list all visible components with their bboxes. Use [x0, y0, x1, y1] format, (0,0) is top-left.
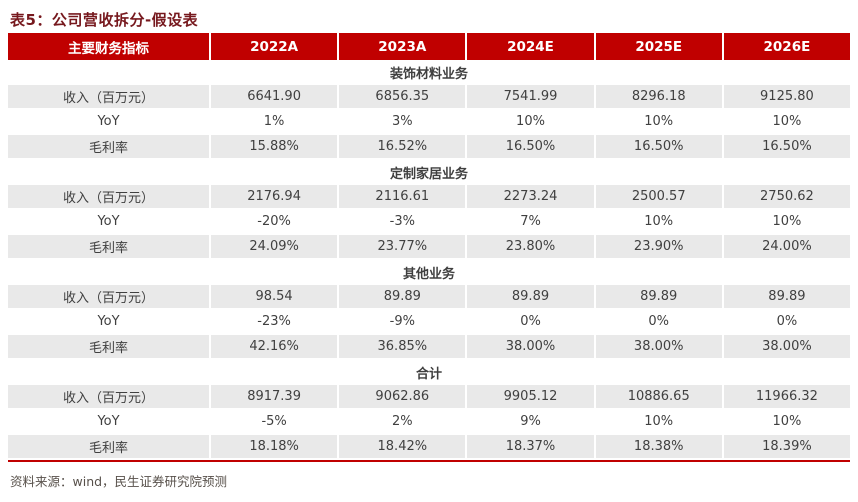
- cell: 2%: [339, 410, 468, 433]
- row-label: 毛利率: [8, 135, 211, 158]
- table-row: YoY 1% 3% 10% 10% 10%: [8, 110, 850, 135]
- cell: 15.88%: [211, 135, 340, 158]
- cell: 89.89: [339, 285, 468, 308]
- cell: 18.39%: [762, 439, 812, 454]
- column-header-2026e: 2026E: [763, 38, 811, 55]
- table-bottom-border: [8, 460, 850, 462]
- cell: 6641.90: [211, 85, 340, 108]
- table-row: 毛利率 15.88% 16.52% 16.50% 16.50% 16.50%: [8, 135, 850, 160]
- cell: 18.18%: [211, 435, 340, 458]
- cell: 10%: [596, 210, 724, 233]
- cell: 23.90%: [596, 235, 724, 258]
- cell: 0%: [596, 310, 724, 333]
- cell: 42.16%: [211, 335, 340, 358]
- cell: -9%: [339, 310, 468, 333]
- row-label: 毛利率: [8, 335, 211, 358]
- table-header-row: 主要财务指标 2022A 2023A 2024E 2025E 2026E: [8, 33, 850, 60]
- cell: 23.80%: [467, 235, 596, 258]
- row-label: YoY: [8, 410, 211, 433]
- source-note: 资料来源：wind，民生证券研究院预测: [10, 474, 228, 489]
- row-label: 收入（百万元）: [8, 85, 211, 108]
- column-header-indicator: 主要财务指标: [8, 33, 211, 60]
- row-label: 收入（百万元）: [8, 185, 211, 208]
- table-title: 表5：公司营收拆分-假设表: [10, 11, 199, 29]
- cell: 18.42%: [339, 435, 468, 458]
- cell: -20%: [211, 210, 340, 233]
- cell: 7541.99: [467, 85, 596, 108]
- cell: 0%: [467, 310, 596, 333]
- cell: 38.00%: [596, 335, 724, 358]
- cell: 3%: [339, 110, 468, 133]
- cell: 10%: [467, 110, 596, 133]
- cell: -5%: [211, 410, 340, 433]
- cell: 1%: [211, 110, 340, 133]
- cell: 18.37%: [467, 435, 596, 458]
- table-row: 收入（百万元） 6641.90 6856.35 7541.99 8296.18 …: [8, 85, 850, 110]
- row-label: 毛利率: [8, 235, 211, 258]
- cell: 10%: [772, 214, 802, 229]
- cell: 89.89: [768, 289, 806, 304]
- cell: 18.38%: [596, 435, 724, 458]
- cell: 16.50%: [762, 139, 812, 154]
- cell: 10%: [596, 410, 724, 433]
- cell: 9%: [467, 410, 596, 433]
- table-row: YoY -23% -9% 0% 0% 0%: [8, 310, 850, 335]
- cell: -3%: [339, 210, 468, 233]
- table-row: YoY -20% -3% 7% 10% 10%: [8, 210, 850, 235]
- cell: 16.50%: [467, 135, 596, 158]
- cell: 10%: [772, 114, 802, 129]
- section-header-other-business: 其他业务: [8, 260, 850, 285]
- cell: 11966.32: [755, 389, 818, 404]
- cell: 10%: [772, 414, 802, 429]
- table-row: YoY -5% 2% 9% 10% 10%: [8, 410, 850, 435]
- cell: 2176.94: [211, 185, 340, 208]
- cell: 9062.86: [339, 385, 468, 408]
- table-row: 毛利率 18.18% 18.42% 18.37% 18.38% 18.39%: [8, 435, 850, 460]
- column-header-2022a: 2022A: [211, 33, 340, 60]
- cell: 9125.80: [760, 89, 814, 104]
- cell: 2750.62: [760, 189, 814, 204]
- cell: 2116.61: [339, 185, 468, 208]
- cell: 10886.65: [596, 385, 724, 408]
- cell: 36.85%: [339, 335, 468, 358]
- cell: 16.50%: [596, 135, 724, 158]
- cell: 8917.39: [211, 385, 340, 408]
- column-header-2023a: 2023A: [339, 33, 468, 60]
- section-header-custom-home: 定制家居业务: [8, 160, 850, 185]
- cell: 10%: [596, 110, 724, 133]
- cell: 2273.24: [467, 185, 596, 208]
- section-header-total: 合计: [8, 360, 850, 385]
- table-row: 收入（百万元） 2176.94 2116.61 2273.24 2500.57 …: [8, 185, 850, 210]
- table-row: 毛利率 24.09% 23.77% 23.80% 23.90% 24.00%: [8, 235, 850, 260]
- section-header-decorative-materials: 装饰材料业务: [8, 60, 850, 85]
- cell: 7%: [467, 210, 596, 233]
- cell: 16.52%: [339, 135, 468, 158]
- table-row: 毛利率 42.16% 36.85% 38.00% 38.00% 38.00%: [8, 335, 850, 360]
- cell: 89.89: [596, 285, 724, 308]
- cell: 24.00%: [762, 239, 812, 254]
- row-label: YoY: [8, 210, 211, 233]
- column-header-2025e: 2025E: [596, 33, 724, 60]
- cell: 38.00%: [762, 339, 812, 354]
- row-label: YoY: [8, 310, 211, 333]
- table-row: 收入（百万元） 8917.39 9062.86 9905.12 10886.65…: [8, 385, 850, 410]
- column-header-2024e: 2024E: [467, 33, 596, 60]
- table-row: 收入（百万元） 98.54 89.89 89.89 89.89 89.89: [8, 285, 850, 310]
- cell: 0%: [776, 314, 798, 329]
- cell: 89.89: [467, 285, 596, 308]
- cell: 98.54: [211, 285, 340, 308]
- row-label: 收入（百万元）: [8, 285, 211, 308]
- cell: 38.00%: [467, 335, 596, 358]
- cell: 6856.35: [339, 85, 468, 108]
- row-label: 毛利率: [8, 435, 211, 458]
- cell: 24.09%: [211, 235, 340, 258]
- cell: -23%: [211, 310, 340, 333]
- assumptions-table: 主要财务指标 2022A 2023A 2024E 2025E 2026E 装饰材…: [8, 33, 850, 462]
- cell: 8296.18: [596, 85, 724, 108]
- cell: 23.77%: [339, 235, 468, 258]
- cell: 9905.12: [467, 385, 596, 408]
- row-label: 收入（百万元）: [8, 385, 211, 408]
- row-label: YoY: [8, 110, 211, 133]
- cell: 2500.57: [596, 185, 724, 208]
